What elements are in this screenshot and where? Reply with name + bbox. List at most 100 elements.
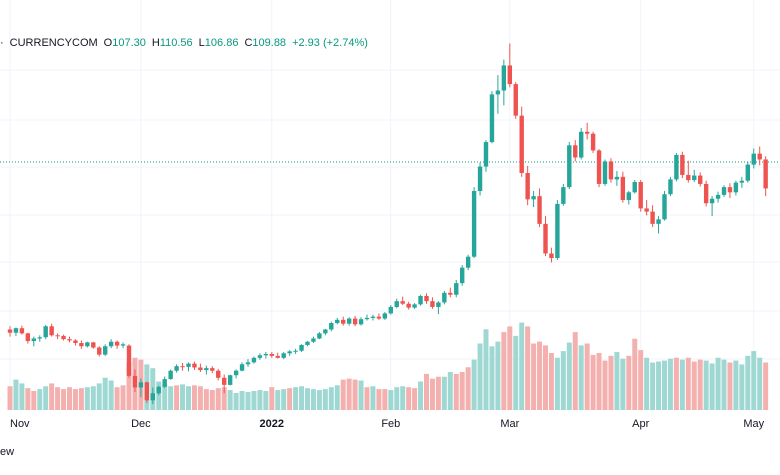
volume-bar <box>531 343 537 410</box>
volume-bar <box>608 355 614 410</box>
volume-bar <box>697 359 703 410</box>
volume-bar <box>537 341 543 410</box>
candle-body <box>418 296 423 305</box>
candle-body <box>263 353 269 356</box>
candle-body <box>686 174 691 181</box>
volume-bar <box>685 357 691 410</box>
volume-bar <box>614 352 620 410</box>
volume-bar <box>703 360 709 410</box>
legend-change: +2.93 (+2.74%) <box>292 37 368 49</box>
legend-open: O107.30 <box>103 37 146 49</box>
volume-bar <box>96 383 102 410</box>
footer-text[interactable]: ew <box>0 446 15 458</box>
candle-body <box>549 253 554 258</box>
volume-bar <box>382 389 388 410</box>
volume-bar <box>61 389 67 410</box>
candle-body <box>239 364 245 371</box>
candle-body <box>567 145 572 188</box>
candle-body <box>406 303 411 308</box>
volume-bar <box>334 385 340 410</box>
candle-body <box>162 379 167 387</box>
candle-body <box>13 328 19 333</box>
candle-body <box>73 340 78 344</box>
volume-bar <box>174 385 180 410</box>
candle-body <box>43 326 48 338</box>
candle-body <box>674 154 679 180</box>
candle-body <box>132 375 138 388</box>
volume-bar <box>72 389 78 410</box>
candle-body <box>317 333 322 339</box>
candle-body <box>55 335 60 337</box>
candle-body <box>454 283 459 295</box>
volume-bar <box>114 387 120 410</box>
volume-bar <box>465 367 471 410</box>
candle-body <box>442 292 447 303</box>
candle-body <box>79 343 84 347</box>
volume-bar <box>364 387 370 410</box>
candle-body <box>739 180 745 183</box>
volume-bar <box>709 363 715 410</box>
x-tick-label: Feb <box>381 418 400 430</box>
volume-bar <box>453 373 459 410</box>
candle-body <box>281 353 286 358</box>
candle-body <box>210 368 215 371</box>
volume-bar <box>424 373 429 410</box>
candle-body <box>227 375 233 385</box>
candle-body <box>626 192 631 201</box>
volume-bar <box>418 381 424 410</box>
candle-body <box>61 335 66 340</box>
candle-body <box>501 65 507 91</box>
volume-bar <box>67 387 72 410</box>
candle-body <box>460 267 465 284</box>
volume-bar <box>548 353 554 410</box>
candle-body <box>364 317 370 320</box>
candle-body <box>25 333 31 342</box>
candle-body <box>103 346 108 355</box>
volume-bar <box>108 380 114 410</box>
candle-body <box>245 362 251 365</box>
candle-body <box>257 355 263 358</box>
candle-body <box>471 191 477 257</box>
candle-body <box>192 363 197 368</box>
candle-body <box>424 296 429 302</box>
volume-bar <box>412 388 418 410</box>
volume-bar <box>328 387 334 410</box>
x-tick-label: Nov <box>10 418 30 430</box>
candle-body <box>465 256 471 268</box>
volume-bar <box>263 391 269 410</box>
volume-bar <box>501 332 507 410</box>
candle-body <box>733 182 739 193</box>
candle-body <box>204 368 209 371</box>
volume-bar <box>632 338 638 410</box>
candle-body <box>198 367 203 371</box>
volume-bar <box>19 383 25 410</box>
candle-body <box>275 355 280 358</box>
volume-bar <box>370 386 376 410</box>
candle-body <box>668 179 673 195</box>
volume-bar <box>352 379 358 410</box>
candle-body <box>751 153 756 165</box>
volume-bar <box>358 380 364 410</box>
volume-bar <box>310 389 316 410</box>
candle-body <box>346 318 352 324</box>
volume-bar <box>691 361 697 410</box>
volume-bar <box>186 386 191 410</box>
volume-bar <box>679 359 685 410</box>
candle-body <box>703 183 709 204</box>
volume-bar <box>406 387 412 410</box>
volume-bar <box>156 381 162 410</box>
volume-bar <box>638 350 644 410</box>
legend-symbol[interactable]: CURRENCYCOM <box>9 37 98 49</box>
candle-body <box>638 182 643 209</box>
candle-body <box>430 301 435 307</box>
candle-body <box>370 316 376 318</box>
volume-bar <box>49 383 55 410</box>
volume-bar <box>162 384 168 410</box>
volume-bar <box>560 351 566 410</box>
volume-bar <box>596 353 602 410</box>
candle-body <box>341 319 346 324</box>
volume-bar <box>757 357 763 410</box>
candle-body <box>251 357 257 363</box>
